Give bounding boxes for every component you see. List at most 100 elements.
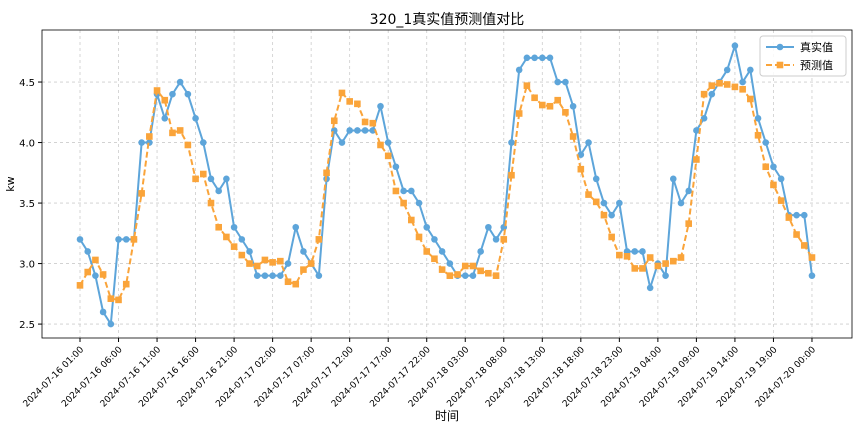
data-point-predicted [369,119,377,127]
data-point-actual [184,90,192,98]
data-point-actual [808,272,816,279]
data-point-predicted [84,268,92,276]
data-point-actual [199,139,207,146]
data-point-predicted [169,129,176,137]
data-point-predicted [284,278,292,286]
data-point-predicted [92,256,99,264]
data-point-predicted [646,254,654,261]
data-point-predicted [693,156,700,163]
data-point-predicted [585,191,592,198]
data-point-actual [384,139,392,146]
data-point-predicted [461,262,469,270]
data-point-predicted [723,81,731,88]
data-point-actual [223,175,230,183]
data-point-predicted [492,272,500,279]
data-point-predicted [592,198,600,206]
data-point-predicted [577,165,585,173]
data-point-predicted [793,231,800,238]
data-point-actual [122,236,130,243]
data-point-predicted [623,253,631,260]
y-tick-label: 4.5 [19,78,35,89]
data-point-predicted [639,265,646,272]
data-point-predicted [708,82,716,89]
data-point-actual [107,320,115,328]
y-tick-label: 3.0 [19,260,35,271]
y-axis-label: kw [4,176,17,191]
data-point-predicted [292,280,300,288]
data-point-predicted [469,262,477,270]
data-point-predicted [569,133,577,140]
data-point-predicted [261,256,269,264]
data-point-predicted [562,108,569,116]
data-point-predicted [246,260,253,267]
data-point-actual [554,78,562,86]
data-point-actual [800,211,808,219]
data-point-predicted [384,152,392,160]
data-point-predicted [184,141,192,149]
data-point-predicted [754,131,762,139]
data-point-predicted [485,269,492,277]
data-point-predicted [669,257,677,265]
data-point-actual [284,260,292,267]
data-point-predicted [531,94,538,102]
data-point-predicted [277,257,284,265]
data-point-actual [539,54,546,62]
data-point-predicted [146,133,153,140]
data-point-predicted [546,102,554,110]
data-point-predicted [800,242,808,249]
data-point-predicted [685,220,692,227]
data-point-actual [146,139,153,146]
data-point-predicted [253,262,261,270]
data-point-predicted [315,236,323,243]
data-point-predicted [477,267,484,275]
data-point-actual [423,223,431,231]
data-point-actual [277,272,284,279]
data-point-predicted [700,90,708,98]
data-point-predicted [616,251,623,259]
data-point-predicted [107,295,115,302]
data-point-predicted [207,199,215,207]
data-point-actual [639,248,646,255]
legend-label: 真实值 [800,40,833,54]
legend-marker [776,43,784,51]
data-point-actual [261,272,269,279]
data-point-actual [392,163,400,171]
data-point-predicted [323,169,330,177]
data-point-predicted [199,170,207,178]
data-point-predicted [423,248,431,255]
data-point-actual [777,175,785,183]
data-point-actual [531,54,538,62]
y-tick-label: 2.5 [19,320,35,331]
data-point-predicted [122,280,130,288]
data-point-actual [569,102,577,110]
data-point-actual [577,151,585,158]
data-point-predicted [138,190,145,197]
data-point-actual [762,139,770,146]
data-point-actual [631,248,639,255]
data-point-actual [115,236,122,243]
data-point-actual [562,78,569,86]
data-point-actual [431,236,438,243]
data-point-actual [646,284,654,292]
series-line-actual [79,41,813,328]
data-point-actual [230,223,238,231]
data-point-predicted [500,236,508,243]
legend: 真实值预测值 [759,35,847,77]
data-point-actual [616,199,623,207]
data-point-actual [477,248,484,255]
data-point-predicted [176,127,184,134]
series-line-predicted [79,82,813,301]
data-point-predicted [523,82,531,89]
data-point-actual [693,127,700,134]
data-point-actual [446,260,454,267]
data-point-predicted [654,262,662,270]
data-point-predicted [415,233,423,241]
data-point-actual [508,139,515,146]
data-point-actual [608,211,615,219]
data-point-actual [84,248,92,255]
data-point-actual [92,272,99,279]
plot-frame [41,29,853,339]
data-point-actual [207,175,215,183]
